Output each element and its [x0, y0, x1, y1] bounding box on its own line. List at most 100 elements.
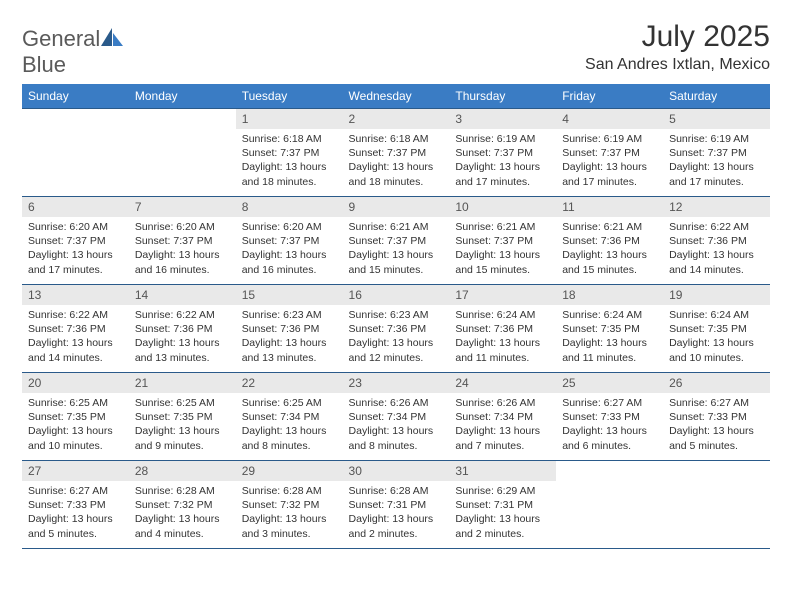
calendar-row: 6Sunrise: 6:20 AMSunset: 7:37 PMDaylight… — [22, 197, 770, 285]
day-body: Sunrise: 6:27 AMSunset: 7:33 PMDaylight:… — [22, 481, 129, 545]
day-body: Sunrise: 6:20 AMSunset: 7:37 PMDaylight:… — [129, 217, 236, 281]
day-body: Sunrise: 6:18 AMSunset: 7:37 PMDaylight:… — [343, 129, 450, 193]
calendar-cell: 25Sunrise: 6:27 AMSunset: 7:33 PMDayligh… — [556, 373, 663, 461]
day-number: 5 — [663, 109, 770, 129]
calendar-cell: 20Sunrise: 6:25 AMSunset: 7:35 PMDayligh… — [22, 373, 129, 461]
day-header: Monday — [129, 84, 236, 109]
day-number: 2 — [343, 109, 450, 129]
day-number: 30 — [343, 461, 450, 481]
logo-word1: General — [22, 26, 100, 51]
calendar-row: 13Sunrise: 6:22 AMSunset: 7:36 PMDayligh… — [22, 285, 770, 373]
day-body: Sunrise: 6:24 AMSunset: 7:35 PMDaylight:… — [556, 305, 663, 369]
calendar-cell: 22Sunrise: 6:25 AMSunset: 7:34 PMDayligh… — [236, 373, 343, 461]
calendar-cell: 1Sunrise: 6:18 AMSunset: 7:37 PMDaylight… — [236, 109, 343, 197]
day-body: Sunrise: 6:24 AMSunset: 7:35 PMDaylight:… — [663, 305, 770, 369]
calendar-cell: 13Sunrise: 6:22 AMSunset: 7:36 PMDayligh… — [22, 285, 129, 373]
day-number: 24 — [449, 373, 556, 393]
header: General Blue July 2025 San Andres Ixtlan… — [22, 20, 770, 78]
day-header: Tuesday — [236, 84, 343, 109]
day-body: Sunrise: 6:19 AMSunset: 7:37 PMDaylight:… — [556, 129, 663, 193]
day-number: 23 — [343, 373, 450, 393]
day-body: Sunrise: 6:18 AMSunset: 7:37 PMDaylight:… — [236, 129, 343, 193]
calendar-cell: 6Sunrise: 6:20 AMSunset: 7:37 PMDaylight… — [22, 197, 129, 285]
day-body: Sunrise: 6:25 AMSunset: 7:35 PMDaylight:… — [22, 393, 129, 457]
day-number: 1 — [236, 109, 343, 129]
day-body: Sunrise: 6:25 AMSunset: 7:34 PMDaylight:… — [236, 393, 343, 457]
day-number: 18 — [556, 285, 663, 305]
day-body: Sunrise: 6:22 AMSunset: 7:36 PMDaylight:… — [22, 305, 129, 369]
calendar-cell: 3Sunrise: 6:19 AMSunset: 7:37 PMDaylight… — [449, 109, 556, 197]
day-body: Sunrise: 6:21 AMSunset: 7:36 PMDaylight:… — [556, 217, 663, 281]
calendar-cell: 19Sunrise: 6:24 AMSunset: 7:35 PMDayligh… — [663, 285, 770, 373]
calendar-row: 1Sunrise: 6:18 AMSunset: 7:37 PMDaylight… — [22, 109, 770, 197]
calendar-cell: 27Sunrise: 6:27 AMSunset: 7:33 PMDayligh… — [22, 461, 129, 549]
day-header: Friday — [556, 84, 663, 109]
day-body: Sunrise: 6:19 AMSunset: 7:37 PMDaylight:… — [449, 129, 556, 193]
calendar-cell: 17Sunrise: 6:24 AMSunset: 7:36 PMDayligh… — [449, 285, 556, 373]
day-header: Sunday — [22, 84, 129, 109]
calendar-cell: 23Sunrise: 6:26 AMSunset: 7:34 PMDayligh… — [343, 373, 450, 461]
day-body: Sunrise: 6:28 AMSunset: 7:32 PMDaylight:… — [129, 481, 236, 545]
calendar-cell: 8Sunrise: 6:20 AMSunset: 7:37 PMDaylight… — [236, 197, 343, 285]
day-number: 12 — [663, 197, 770, 217]
month-title: July 2025 — [585, 20, 770, 54]
calendar-cell: 26Sunrise: 6:27 AMSunset: 7:33 PMDayligh… — [663, 373, 770, 461]
calendar-cell — [663, 461, 770, 549]
day-number: 16 — [343, 285, 450, 305]
day-body: Sunrise: 6:28 AMSunset: 7:32 PMDaylight:… — [236, 481, 343, 545]
day-number: 20 — [22, 373, 129, 393]
day-body: Sunrise: 6:21 AMSunset: 7:37 PMDaylight:… — [449, 217, 556, 281]
calendar-cell — [556, 461, 663, 549]
calendar-cell: 4Sunrise: 6:19 AMSunset: 7:37 PMDaylight… — [556, 109, 663, 197]
day-body: Sunrise: 6:26 AMSunset: 7:34 PMDaylight:… — [449, 393, 556, 457]
day-body: Sunrise: 6:28 AMSunset: 7:31 PMDaylight:… — [343, 481, 450, 545]
day-body: Sunrise: 6:27 AMSunset: 7:33 PMDaylight:… — [556, 393, 663, 457]
day-body: Sunrise: 6:22 AMSunset: 7:36 PMDaylight:… — [663, 217, 770, 281]
title-block: July 2025 San Andres Ixtlan, Mexico — [585, 20, 770, 74]
calendar-cell: 5Sunrise: 6:19 AMSunset: 7:37 PMDaylight… — [663, 109, 770, 197]
calendar-cell: 2Sunrise: 6:18 AMSunset: 7:37 PMDaylight… — [343, 109, 450, 197]
day-body: Sunrise: 6:21 AMSunset: 7:37 PMDaylight:… — [343, 217, 450, 281]
day-body: Sunrise: 6:24 AMSunset: 7:36 PMDaylight:… — [449, 305, 556, 369]
day-header: Saturday — [663, 84, 770, 109]
calendar-cell — [129, 109, 236, 197]
day-number: 11 — [556, 197, 663, 217]
day-body: Sunrise: 6:19 AMSunset: 7:37 PMDaylight:… — [663, 129, 770, 193]
calendar-cell: 11Sunrise: 6:21 AMSunset: 7:36 PMDayligh… — [556, 197, 663, 285]
calendar-table: Sunday Monday Tuesday Wednesday Thursday… — [22, 84, 770, 549]
day-header: Wednesday — [343, 84, 450, 109]
day-number: 4 — [556, 109, 663, 129]
day-number: 25 — [556, 373, 663, 393]
calendar-cell: 24Sunrise: 6:26 AMSunset: 7:34 PMDayligh… — [449, 373, 556, 461]
day-body: Sunrise: 6:20 AMSunset: 7:37 PMDaylight:… — [22, 217, 129, 281]
calendar-cell: 29Sunrise: 6:28 AMSunset: 7:32 PMDayligh… — [236, 461, 343, 549]
day-number: 15 — [236, 285, 343, 305]
calendar-cell: 18Sunrise: 6:24 AMSunset: 7:35 PMDayligh… — [556, 285, 663, 373]
calendar-cell: 12Sunrise: 6:22 AMSunset: 7:36 PMDayligh… — [663, 197, 770, 285]
calendar-cell: 28Sunrise: 6:28 AMSunset: 7:32 PMDayligh… — [129, 461, 236, 549]
day-body: Sunrise: 6:25 AMSunset: 7:35 PMDaylight:… — [129, 393, 236, 457]
calendar-cell: 14Sunrise: 6:22 AMSunset: 7:36 PMDayligh… — [129, 285, 236, 373]
calendar-cell: 31Sunrise: 6:29 AMSunset: 7:31 PMDayligh… — [449, 461, 556, 549]
day-body: Sunrise: 6:20 AMSunset: 7:37 PMDaylight:… — [236, 217, 343, 281]
day-number: 8 — [236, 197, 343, 217]
calendar-cell: 7Sunrise: 6:20 AMSunset: 7:37 PMDaylight… — [129, 197, 236, 285]
day-body: Sunrise: 6:29 AMSunset: 7:31 PMDaylight:… — [449, 481, 556, 545]
day-number: 13 — [22, 285, 129, 305]
day-number: 14 — [129, 285, 236, 305]
day-header-row: Sunday Monday Tuesday Wednesday Thursday… — [22, 84, 770, 109]
logo-text: General Blue — [22, 26, 123, 78]
day-number: 9 — [343, 197, 450, 217]
day-number: 6 — [22, 197, 129, 217]
calendar-cell: 10Sunrise: 6:21 AMSunset: 7:37 PMDayligh… — [449, 197, 556, 285]
day-number: 10 — [449, 197, 556, 217]
location: San Andres Ixtlan, Mexico — [585, 56, 770, 74]
day-body: Sunrise: 6:27 AMSunset: 7:33 PMDaylight:… — [663, 393, 770, 457]
day-body: Sunrise: 6:26 AMSunset: 7:34 PMDaylight:… — [343, 393, 450, 457]
logo-word2: Blue — [22, 52, 66, 77]
day-body: Sunrise: 6:23 AMSunset: 7:36 PMDaylight:… — [236, 305, 343, 369]
logo: General Blue — [22, 26, 123, 78]
day-number: 26 — [663, 373, 770, 393]
day-header: Thursday — [449, 84, 556, 109]
day-number: 21 — [129, 373, 236, 393]
